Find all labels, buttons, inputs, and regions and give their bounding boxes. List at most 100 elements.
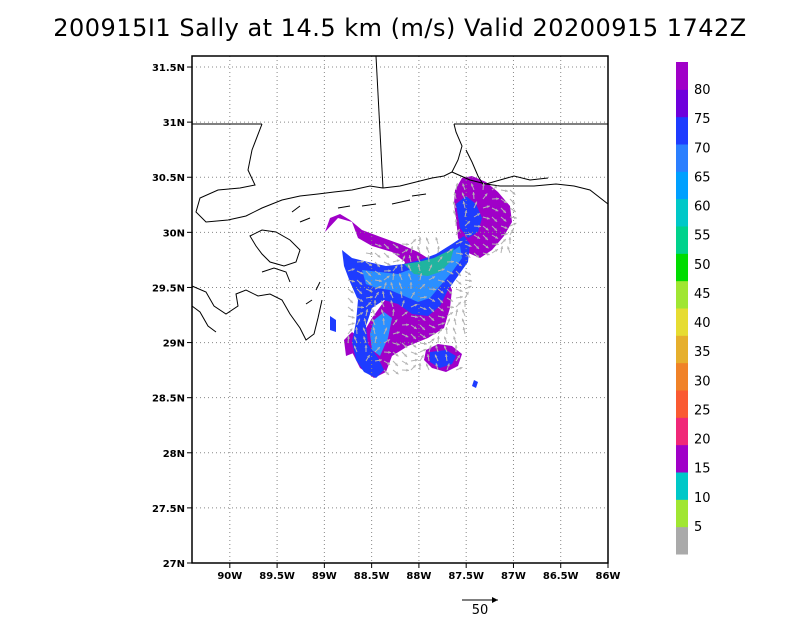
wind-arrow-icon bbox=[428, 287, 437, 291]
wind-arrow-icon bbox=[428, 276, 436, 281]
wind-arrow-icon bbox=[482, 216, 490, 220]
wind-arrow-icon bbox=[464, 252, 471, 258]
wind-arrow-icon bbox=[461, 192, 466, 200]
wind-arrow-icon bbox=[374, 261, 381, 268]
wind-arrow-icon bbox=[347, 288, 354, 294]
wind-arrow-icon bbox=[500, 238, 507, 245]
wind-arrow-icon bbox=[419, 315, 426, 321]
colorbar-label: 10 bbox=[694, 491, 711, 506]
wind-arrow-icon bbox=[453, 210, 457, 218]
wind-arrow-icon bbox=[419, 295, 427, 299]
lat-tick-label: 27.5N bbox=[152, 504, 185, 515]
reference-arrowhead-icon bbox=[492, 597, 498, 603]
wind-arrow-icon bbox=[365, 270, 372, 277]
wind-arrow-icon bbox=[446, 248, 453, 254]
lon-tick-label: 90W bbox=[217, 571, 242, 582]
lat-tick-label: 31N bbox=[163, 118, 185, 129]
wind-arrow-icon bbox=[374, 346, 381, 353]
wind-arrow-icon bbox=[416, 255, 421, 263]
wind-arrow-icon bbox=[509, 189, 516, 195]
wind-arrow-icon bbox=[464, 279, 472, 283]
wind-arrow-icon bbox=[437, 268, 445, 272]
wind-arrow-icon bbox=[419, 348, 427, 353]
wind-arrow-icon bbox=[347, 328, 353, 335]
wind-arrow-icon bbox=[462, 183, 466, 191]
wind-arrow-icon bbox=[437, 328, 443, 335]
wind-arrow-icon bbox=[353, 336, 358, 344]
wind-arrow-icon bbox=[374, 279, 382, 283]
wind-arrow-icon bbox=[401, 249, 409, 254]
lat-tick-label: 30N bbox=[163, 228, 185, 239]
wind-arrow-icon bbox=[500, 246, 504, 254]
wind-arrow-icon bbox=[401, 300, 405, 308]
wind-arrow-icon bbox=[392, 252, 400, 256]
coastline-segment bbox=[249, 229, 301, 267]
wind-arrow-icon bbox=[453, 192, 457, 200]
wind-arrow-icon bbox=[401, 333, 409, 338]
coastline-segment bbox=[305, 299, 313, 305]
wind-arrow-icon bbox=[382, 317, 386, 326]
wind-arrow-icon bbox=[443, 345, 448, 353]
wind-arrow-icon bbox=[491, 248, 499, 254]
wind-vectors bbox=[347, 182, 517, 376]
wind-arrow-icon bbox=[347, 335, 350, 344]
colorbar-segment bbox=[676, 526, 688, 555]
wind-arrow-icon bbox=[365, 309, 369, 317]
wind-arrow-icon bbox=[446, 288, 453, 295]
wind-arrow-icon bbox=[365, 354, 371, 362]
wind-arrow-icon bbox=[392, 243, 399, 249]
wind-arrow-icon bbox=[453, 318, 457, 326]
coastline-segment bbox=[361, 203, 377, 207]
wind-arrow-icon bbox=[509, 207, 517, 213]
lon-tick-label: 87.5W bbox=[448, 571, 484, 582]
wind-arrow-icon bbox=[374, 358, 382, 362]
lat-tick-label: 27N bbox=[163, 559, 185, 570]
wind-arrow-icon bbox=[419, 342, 427, 346]
colorbar-segment bbox=[676, 116, 688, 145]
lon-tick-label: 86.5W bbox=[543, 571, 579, 582]
wind-arrow-icon bbox=[347, 322, 355, 326]
colorbar-label: 40 bbox=[694, 316, 711, 331]
wind-arrow-icon bbox=[392, 331, 400, 335]
wind-arrow-icon bbox=[464, 285, 472, 290]
wind-arrow-icon bbox=[407, 264, 412, 272]
wind-arrow-icon bbox=[347, 315, 355, 319]
colorbar-label: 75 bbox=[694, 112, 711, 127]
lon-tick-label: 87W bbox=[501, 571, 526, 582]
wind-arrow-icon bbox=[356, 270, 364, 275]
wind-arrow-icon bbox=[437, 288, 444, 294]
wind-arrow-icon bbox=[428, 345, 432, 353]
colorbar-label: 50 bbox=[694, 258, 711, 273]
colorbar: 5 10 15 20 25 30 35 40 45 50 55 60 65 70 75 80 bbox=[676, 62, 711, 555]
wind-arrow-icon bbox=[374, 336, 378, 344]
wind-arrow-icon bbox=[445, 326, 449, 335]
wind-arrow-icon bbox=[473, 252, 480, 259]
wind-arrow-icon bbox=[365, 252, 373, 256]
wind-arrow-icon bbox=[446, 260, 455, 264]
wind-arrow-icon bbox=[464, 291, 469, 299]
colorbar-segment bbox=[676, 226, 688, 254]
reference-vector-label: 50 bbox=[472, 603, 489, 618]
lon-tick-label: 86W bbox=[596, 571, 621, 582]
wind-arrow-icon bbox=[347, 306, 354, 312]
wind-arrow-icon bbox=[500, 189, 508, 193]
wind-arrow-icon bbox=[380, 309, 385, 317]
wind-arrow-icon bbox=[446, 279, 453, 286]
wind-arrow-icon bbox=[500, 232, 508, 236]
wind-arrow-icon bbox=[381, 291, 385, 299]
wind-arrow-icon bbox=[373, 299, 377, 308]
wind-arrow-icon bbox=[353, 345, 358, 353]
wind-arrow-icon bbox=[454, 344, 458, 353]
wind-arrow-icon bbox=[437, 256, 443, 263]
wind-arrow-icon bbox=[399, 291, 403, 299]
wind-arrow-icon bbox=[500, 216, 507, 222]
wind-arrow-icon bbox=[507, 246, 511, 254]
coastline-segment bbox=[485, 175, 549, 185]
wind-arrow-icon bbox=[392, 369, 399, 375]
colorbar-label: 80 bbox=[694, 83, 711, 98]
wind-arrow-icon bbox=[372, 309, 376, 317]
wind-arrow-icon bbox=[464, 243, 472, 248]
wind-arrow-icon bbox=[491, 242, 500, 246]
wind-arrow-icon bbox=[362, 327, 367, 335]
